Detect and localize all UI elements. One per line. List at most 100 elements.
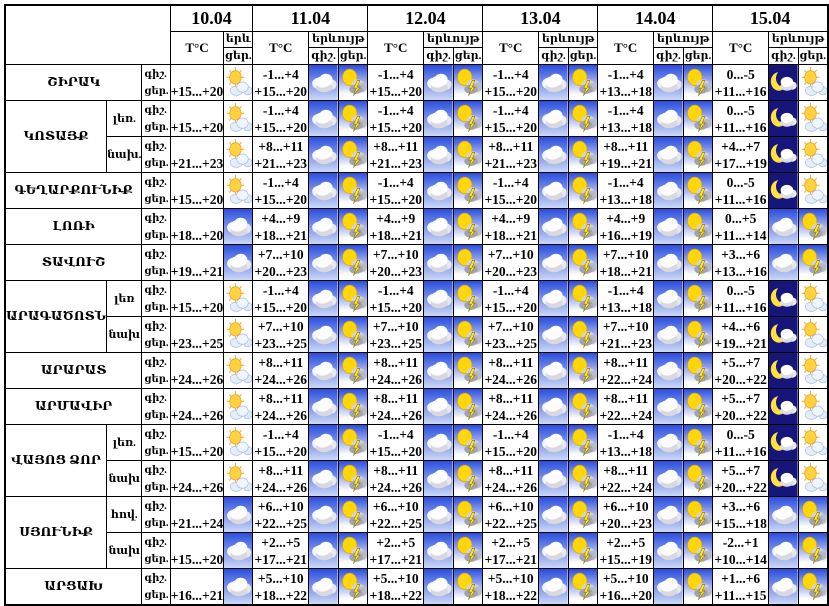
night-temp: +6...+10 (372, 498, 419, 514)
zone-label: նախ (106, 460, 143, 497)
night-temp: +4...+6 (721, 318, 761, 334)
night-abbr: գիշ. (144, 464, 167, 476)
sun-cloud-lightning-icon (569, 209, 597, 244)
sun-behind-cloud-icon (799, 389, 827, 424)
sun-cloud-lightning-icon (454, 317, 482, 352)
cloud-icon (224, 533, 252, 568)
weather-icon-cell (653, 316, 684, 353)
day-temp: +22...+24 (599, 479, 652, 495)
cloud-icon (539, 137, 568, 172)
temperature-cell: +4...+6 +19...+21 (712, 316, 770, 353)
night-temp: 0...+5 (725, 210, 757, 226)
sun-cloud-lightning-icon (569, 101, 597, 136)
night-day-labels: գիշ. ցեր. (141, 100, 171, 137)
cloud-icon (309, 497, 338, 532)
weather-icon-cell (538, 316, 569, 353)
night-day-labels: գիշ. ցեր. (141, 172, 171, 209)
weather-icon-cell (223, 280, 254, 317)
weather-icon-cell (682, 64, 714, 101)
day-abbr: ցեր. (225, 50, 252, 62)
weather-icon-cell (653, 280, 684, 317)
weather-icon-cell (423, 136, 454, 173)
weather-icon-cell (567, 64, 599, 101)
night-abbr: գիշ. (144, 572, 167, 584)
temperature-cell: +3...+6 +13...+16 (712, 244, 770, 281)
weather-icon-cell (223, 244, 254, 281)
night-temp (171, 390, 223, 407)
day-temp: +15...+20 (254, 443, 308, 459)
temperature-cell: +4...+9 +18...+21 (482, 208, 540, 245)
night-day-labels: գիշ. ցեր. (141, 64, 171, 101)
night-abbr: գիշ. (655, 48, 684, 64)
night-abbr: գիշ. (144, 284, 167, 296)
weather-icon-cell (653, 100, 684, 137)
night-abbr: գիշ. (144, 176, 167, 188)
night-temp: -1...+4 (492, 426, 529, 442)
sun-behind-cloud-icon (799, 317, 827, 352)
sun-cloud-lightning-icon (454, 533, 482, 568)
day-temp: +15...+20 (484, 83, 537, 99)
temperature-cell: -1...+4 +15...+20 (252, 172, 310, 209)
sun-cloud-lightning-icon (684, 569, 712, 604)
sun-cloud-lightning-icon (569, 533, 597, 568)
temperature-cell: +7...+10 +23...+25 (482, 316, 540, 353)
cloud-icon (654, 173, 683, 208)
day-temp: +20...+22 (714, 407, 767, 423)
night-temp (171, 354, 223, 371)
day-temp: +18...+21 (254, 227, 308, 243)
moon-behind-cloud-icon (769, 65, 798, 100)
weather-icon-cell (653, 460, 684, 497)
day-temp: +20...+23 (254, 263, 308, 279)
day-temp: +17...+21 (254, 551, 308, 567)
day-abbr: ցեր. (144, 85, 169, 97)
sun-behind-cloud-icon (224, 461, 252, 496)
zone-label: հով. (106, 496, 143, 533)
cloud-icon (539, 569, 568, 604)
temperature-cell: +5...+10 +18...+22 (482, 568, 540, 606)
phenomenon-sublabels: գիշ. ցեր. (655, 48, 712, 64)
night-temp: +2...+5 (376, 534, 416, 550)
temperature-cell: -1...+4 +15...+20 (252, 100, 310, 137)
weather-icon-cell (308, 136, 339, 173)
temperature-cell: +24...+26 (169, 460, 225, 497)
night-temp: -1...+4 (262, 174, 299, 190)
temp-header: T°C (169, 31, 225, 65)
night-temp: +8...+11 (488, 354, 534, 370)
region-label: ԿՈՏԱՅՔ (4, 100, 108, 173)
weather-icon-cell (337, 496, 369, 533)
weather-icon-cell (682, 352, 714, 389)
region-label: ԱՐՑԱԽ (4, 568, 143, 606)
day-temp: +23...+25 (369, 335, 423, 351)
night-temp: -1...+4 (262, 282, 299, 298)
weather-icon-cell (337, 172, 369, 209)
sun-cloud-lightning-icon (569, 461, 597, 496)
night-temp: +8...+11 (603, 462, 649, 478)
cloud-icon (539, 101, 568, 136)
night-temp: 0...-5 (726, 102, 755, 118)
cloud-icon (424, 245, 453, 280)
night-abbr: գիշ. (144, 536, 167, 548)
weather-icon-cell (768, 496, 799, 533)
weather-icon-cell (452, 352, 484, 389)
temperature-cell: +7...+10 +23...+25 (252, 316, 310, 353)
temperature-cell: +5...+10 +16...+20 (597, 568, 655, 606)
cloud-icon (424, 101, 453, 136)
day-temp: +15...+20 (369, 443, 423, 459)
day-temp: +24...+26 (254, 407, 308, 423)
day-abbr: ցեր. (144, 589, 169, 601)
sun-cloud-lightning-icon (569, 569, 597, 604)
day-temp: +24...+26 (369, 371, 423, 387)
weather-icon-cell (308, 496, 339, 533)
night-temp (171, 66, 223, 83)
day-temp: +21...+24 (170, 515, 224, 531)
night-temp: +5...+10 (602, 570, 649, 586)
sun-behind-cloud-icon (224, 281, 252, 316)
sun-cloud-lightning-icon (684, 281, 712, 316)
sun-cloud-lightning-icon (684, 533, 712, 568)
night-temp: +7...+10 (257, 318, 304, 334)
night-temp: -1...+4 (377, 426, 414, 442)
sun-cloud-lightning-icon (569, 281, 597, 316)
cloud-icon (769, 209, 798, 244)
date-header: 11.04 (252, 4, 369, 32)
temperature-cell: +5...+10 +18...+22 (367, 568, 425, 606)
